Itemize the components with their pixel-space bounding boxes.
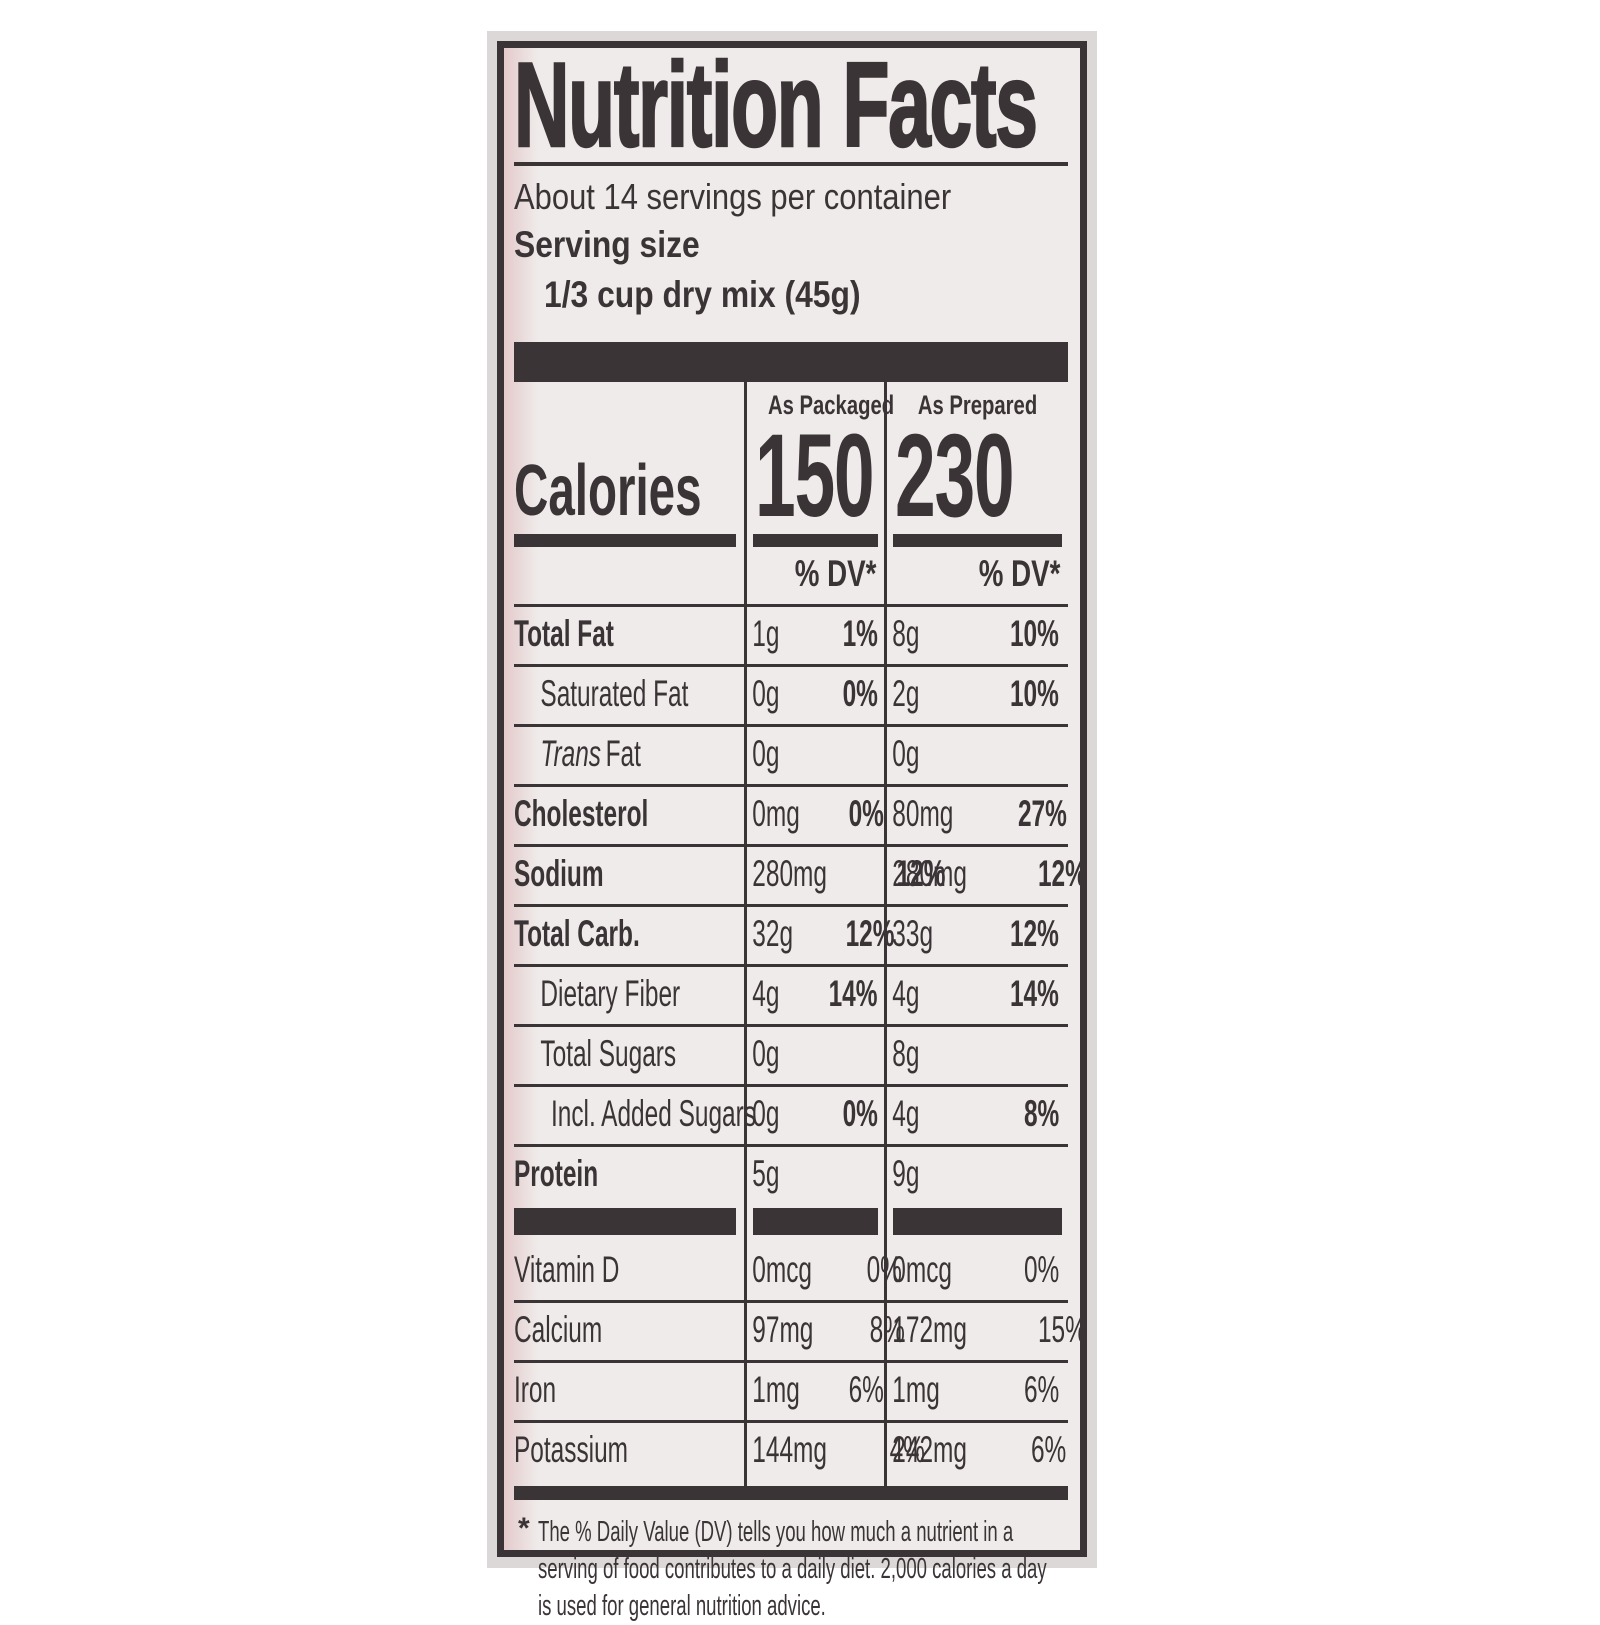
nutrient-name: Total Carb. (514, 913, 640, 954)
thick-separator-bar-top (514, 342, 1068, 382)
calories-prepared-value: 230 (895, 410, 1015, 542)
nutrient-name: Iron (514, 1369, 557, 1410)
calories-label-cell: Calories (514, 382, 744, 547)
column-header-as-packaged: As Packaged (768, 390, 895, 420)
nutrient-name: Incl. Added Sugars (550, 1093, 756, 1134)
nutrient-name: Sodium (514, 853, 604, 894)
column-header-as-prepared: As Prepared (917, 390, 1038, 420)
nutrient-name: Saturated Fat (540, 673, 689, 714)
calories-label: Calories (514, 451, 702, 531)
calories-packaged-cell: As Packaged 150 (744, 382, 895, 547)
bar-segment (753, 1208, 878, 1235)
serving-size-label: Serving size (514, 224, 700, 265)
nutrient-name: Potassium (514, 1429, 629, 1470)
serving-size-value: 1/3 cup dry mix (45g) (544, 274, 861, 315)
nutrient-name: Vitamin D (514, 1249, 620, 1290)
bar-segment (514, 1208, 736, 1235)
nutrition-table: Calories As Packaged 150 As Prepared 230… (514, 382, 1087, 1500)
calories-prepared-underbar (893, 534, 1062, 547)
nutrient-name: Cholesterol (514, 793, 649, 834)
footnote-asterisk: * (518, 1512, 530, 1545)
footnote-text: The % Daily Value (DV) tells you how muc… (538, 1516, 1047, 1622)
nutrient-name: Calcium (514, 1309, 603, 1350)
nutrient-name: Total Sugars (540, 1033, 677, 1074)
nutrient-name: Dietary Fiber (540, 973, 681, 1014)
bar-segment (893, 1208, 1062, 1235)
label-title: Nutrition Facts (513, 38, 1039, 172)
nutrition-facts-label: Nutrition Facts About 14 servings per co… (497, 38, 1087, 1622)
serving-size-row: Serving size 1/3 cup dry mix (45g) (514, 220, 1068, 320)
package-photo-backdrop: Nutrition Facts About 14 servings per co… (487, 31, 1097, 1622)
title-divider (514, 162, 1068, 166)
calories-underbar (514, 534, 736, 547)
calories-packaged-underbar (753, 534, 878, 547)
dv-footnote: * The % Daily Value (DV) tells you how m… (514, 1500, 1068, 1625)
nutrient-name: Protein (514, 1153, 599, 1194)
dv-header-prepared: % DV* (884, 547, 1068, 604)
calories-prepared-cell: As Prepared 230 (884, 382, 1068, 547)
calories-packaged-value: 150 (755, 410, 875, 542)
thick-separator-bar-bottom (514, 1486, 1068, 1500)
nutrient-name: Trans Fat (540, 733, 641, 774)
dv-header-packaged: % DV* (744, 547, 884, 604)
servings-per-container: About 14 servings per container (514, 176, 952, 217)
nutrient-name: Total Fat (514, 613, 614, 654)
